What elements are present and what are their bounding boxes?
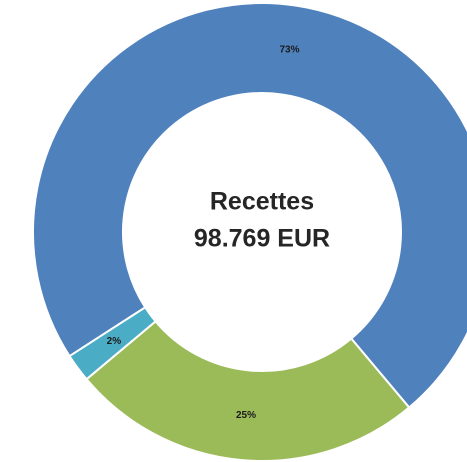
value-label: 73% bbox=[280, 45, 300, 56]
donut bbox=[32, 2, 467, 462]
center-title: Recettes bbox=[210, 188, 314, 216]
value-label: 25% bbox=[236, 410, 256, 421]
center-value: 98.769 EUR bbox=[194, 225, 330, 253]
slice bbox=[85, 319, 411, 462]
value-label: 2% bbox=[107, 336, 122, 347]
